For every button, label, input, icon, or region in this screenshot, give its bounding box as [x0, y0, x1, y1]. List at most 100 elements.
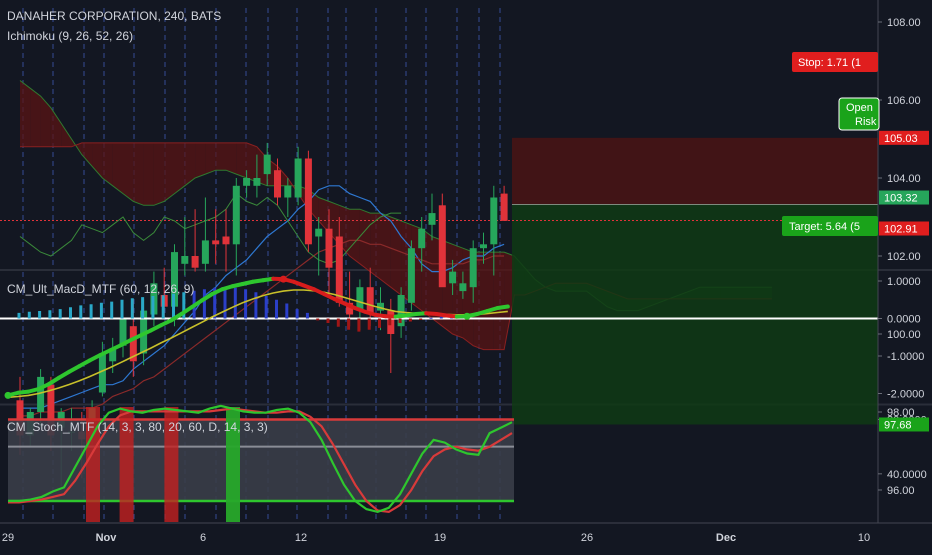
price-tick-label: 102.00: [887, 251, 921, 263]
risk-label: Risk: [855, 116, 877, 128]
macd-histogram-bar: [378, 319, 381, 328]
open-label: Open: [846, 102, 873, 114]
macd-histogram-bar: [316, 319, 319, 321]
macd-histogram-bar: [141, 297, 144, 318]
candle-body: [253, 178, 260, 186]
ichimoku-cloud-segment: [113, 143, 123, 194]
ichimoku-cloud-segment: [381, 213, 391, 287]
macd-histogram-bar: [357, 319, 360, 332]
target-zone: [512, 205, 878, 425]
ichimoku-cloud-segment: [30, 88, 40, 147]
candle-body: [181, 256, 188, 264]
ichimoku-cloud-segment: [247, 143, 257, 182]
candle-body: [418, 229, 425, 249]
macd-histogram-bar: [90, 304, 93, 318]
macd-tick-label: -1.0000: [887, 351, 924, 363]
macd-histogram-bar: [419, 319, 422, 321]
candle-body: [295, 159, 302, 198]
time-tick-label: 29: [2, 532, 14, 544]
macd-histogram-bar: [296, 309, 299, 318]
stop-zone: [512, 138, 878, 205]
candle-body: [449, 272, 456, 284]
macd-histogram-bar: [38, 311, 41, 319]
candle-body: [429, 213, 436, 225]
chart-title: DANAHER CORPORATION, 240, BATS: [7, 9, 221, 23]
macd-histogram-bar: [59, 309, 62, 318]
price-tick-label: 104.00: [887, 173, 921, 185]
macd-histogram-bar: [306, 313, 309, 319]
ichimoku-cloud-segment: [350, 209, 360, 264]
macd-histogram-bar: [69, 307, 72, 318]
ichimoku-cloud-segment: [216, 143, 226, 170]
candle-body: [284, 186, 291, 198]
price-tick-label: 100.00: [887, 329, 921, 341]
macd-histogram-bar: [18, 313, 21, 319]
macd-histogram-bar: [275, 300, 278, 319]
candle-body: [315, 229, 322, 237]
ichimoku-cloud-segment: [154, 143, 164, 205]
macd-histogram-bar: [430, 318, 433, 319]
time-tick-label: Dec: [716, 532, 736, 544]
target-price-tag: 97.68: [884, 419, 912, 431]
candle-body: [470, 248, 477, 287]
candle-body: [264, 155, 271, 175]
candle-body: [212, 240, 219, 244]
macd-histogram-bar: [224, 287, 227, 319]
macd-histogram-bar: [265, 296, 268, 319]
macd-tick-label: 0.0000: [887, 314, 921, 326]
candle-body: [408, 248, 415, 303]
candle-body: [501, 194, 508, 221]
macd-cross-dot: [464, 313, 471, 320]
candle-body: [192, 256, 199, 268]
ichimoku-cloud-segment: [175, 143, 185, 194]
candle-body: [336, 237, 343, 303]
macd-histogram-bar: [100, 303, 103, 319]
macd-histogram-bar: [399, 319, 402, 324]
macd-histogram-bar: [388, 319, 391, 326]
macd-cross-dot: [280, 276, 287, 283]
stoch-pane-title: CM_Stoch_MTF (14, 3, 3, 80, 20, 60, D, 1…: [7, 420, 268, 434]
candle-body: [490, 198, 497, 245]
macd-histogram-bar: [110, 302, 113, 319]
ichimoku-cloud-segment: [453, 244, 463, 338]
time-tick-label: 26: [581, 532, 593, 544]
ichimoku-cloud-segment: [195, 143, 205, 178]
stop-price-tag: 105.03: [884, 133, 918, 145]
macd-histogram-bar: [203, 289, 206, 318]
open-price-tag: 103.32: [884, 193, 918, 205]
price-tick-label: 106.00: [887, 95, 921, 107]
time-tick-label: 6: [200, 532, 206, 544]
macd-histogram-bar: [285, 304, 288, 319]
ichimoku-cloud-segment: [484, 252, 494, 350]
macd-histogram-bar: [28, 312, 31, 319]
ichimoku-cloud-segment: [226, 143, 236, 174]
macd-histogram-bar: [151, 296, 154, 319]
price-tick-label: 108.00: [887, 17, 921, 29]
time-tick-label: Nov: [96, 532, 118, 544]
ichimoku-cloud-segment: [20, 81, 30, 147]
macd-line-segment: [498, 307, 508, 309]
macd-histogram-bar: [48, 310, 51, 318]
ichimoku-cloud-segment: [236, 143, 246, 178]
macd-histogram-bar: [368, 319, 371, 330]
candle-body: [274, 170, 281, 197]
stop-label: Stop: 1.71 (1: [798, 57, 861, 69]
macd-histogram-bar: [172, 294, 175, 319]
ichimoku-cloud-segment: [123, 143, 133, 202]
ichimoku-cloud-segment: [164, 143, 174, 202]
macd-histogram-bar: [234, 288, 237, 319]
macd-histogram-bar: [327, 319, 330, 324]
stoch-tick-label: 40.0000: [887, 469, 927, 481]
candle-body: [326, 229, 333, 268]
time-tick-label: 19: [434, 532, 446, 544]
candle-body: [480, 244, 487, 248]
time-tick-label: 12: [295, 532, 307, 544]
ichimoku-cloud-segment: [205, 143, 215, 174]
macd-histogram-bar: [244, 289, 247, 318]
macd-tick-label: 1.0000: [887, 276, 921, 288]
price-tick-label: 96.00: [887, 485, 915, 497]
time-tick-label: 10: [858, 532, 870, 544]
macd-histogram-bar: [254, 292, 257, 318]
